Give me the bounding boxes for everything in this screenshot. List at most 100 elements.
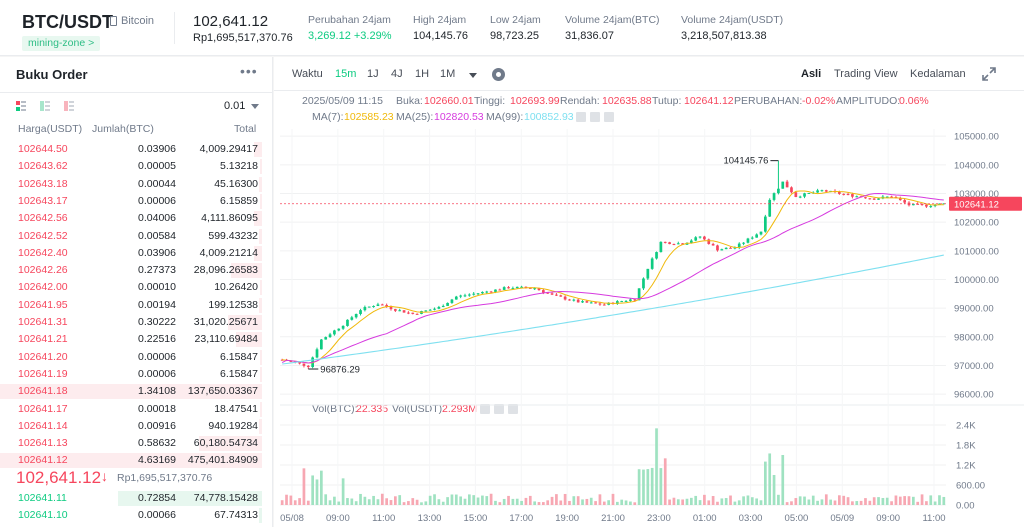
ask-row[interactable]: 102641.95 0.00194 199.12538 [0,297,272,314]
volume-bar [916,501,920,505]
book-mode-bids-icon[interactable] [40,101,50,111]
ask-row[interactable]: 102642.56 0.04006 4,111.86095 [0,210,272,227]
interval-4j[interactable]: 4J [391,68,403,80]
last-price: 102,641.12 [193,13,269,30]
ask-row[interactable]: 102641.18 1.34108 137,650.03367 [0,383,272,400]
volume-bar [707,500,711,505]
time-axis-tick: 15:00 [464,513,488,524]
candle-body [528,287,532,289]
volume-bar [450,494,454,505]
book-mode-asks-icon[interactable] [64,101,74,111]
volume-bar [441,501,445,505]
ask-row[interactable]: 102641.20 0.00006 6.15847 [0,349,272,366]
interval-1m[interactable]: 1M [440,68,456,80]
candle-body [903,200,906,203]
candle-body [546,292,550,294]
stat-value: 104,145.76 [413,30,469,42]
volume-bar [585,498,589,505]
candlestick-chart[interactable]: 2025/05/09 11:15 Buka: 102660.01 Tinggi:… [274,91,1024,527]
volume-bar [559,500,563,505]
ask-row[interactable]: 102643.18 0.00044 45.16300 [0,176,272,193]
candle-body [341,325,345,329]
legend-close: 102641.12 [684,95,734,107]
volume-bar [890,501,893,505]
ask-row[interactable]: 102641.31 0.30222 31,020.25671 [0,314,272,331]
stat-label: Volume 24jam(USDT) [681,14,784,26]
ask-row[interactable]: 102641.21 0.22516 23,110.69484 [0,331,272,348]
volume-bar [346,498,349,505]
volume-bar [576,496,580,505]
pair-title[interactable]: BTC/USDT [22,12,113,32]
mining-zone-tag[interactable]: mining-zone > [22,36,101,51]
depth-bar [117,491,262,506]
stat-volume-usdt: Volume 24jam(USDT) 3,218,507,813.38 [681,14,783,42]
close-icon[interactable] [604,112,614,122]
candle-body [790,187,793,193]
volume-bar [472,495,476,505]
ask-row[interactable]: 102642.00 0.00010 10.26420 [0,279,272,296]
ask-row[interactable]: 102643.17 0.00006 6.15859 [0,193,272,210]
view-trading-view[interactable]: Trading View [834,68,898,80]
candle-body [820,190,824,192]
volume-bar [293,500,297,505]
chevron-down-icon[interactable] [251,104,259,109]
volume-bar [285,494,288,505]
interval-15m[interactable]: 15m [335,68,357,80]
view-asli[interactable]: Asli [801,68,822,80]
settings-icon[interactable] [494,404,504,414]
volume-bar [877,497,880,505]
bid-row[interactable]: 102641.11 0.72854 74,778.15428 [0,490,272,507]
candle-body [633,299,637,301]
legend-change-label: PERUBAHAN: [734,95,802,107]
book-mode-both-icon[interactable] [16,101,26,111]
legend-ma99: 100852.93 [524,111,574,123]
ask-row[interactable]: 102644.50 0.03906 4,009.29417 [0,141,272,158]
volume-bar [341,478,345,505]
mid-price[interactable]: 102,641.12 [16,468,102,487]
ask-row[interactable]: 102641.14 0.00916 940.19284 [0,418,272,435]
view-kedalaman[interactable]: Kedalaman [910,68,966,80]
volume-bar [846,497,850,505]
row-amount: 1.34108 [138,385,176,398]
expand-icon[interactable] [982,67,996,81]
depth-bar [260,401,262,417]
candle-body [764,216,767,232]
candle-body [476,293,480,295]
ask-row[interactable]: 102641.12 4.63169 475,401.84909 [0,452,272,469]
volume-bar [650,467,654,505]
candle-body [446,302,449,306]
volume-bar [920,494,924,505]
row-amount: 0.04006 [138,212,176,225]
candle-body [494,289,497,292]
candle-body [877,198,880,200]
row-amount: 0.27373 [138,264,176,277]
interval-1h[interactable]: 1H [415,68,430,80]
ask-row[interactable]: 102643.62 0.00005 5.13218 [0,158,272,175]
coin-name[interactable]: Bitcoin [121,15,155,27]
eye-icon[interactable] [480,404,490,414]
ask-row[interactable]: 102642.52 0.00584 599.43232 [0,228,272,245]
close-icon[interactable] [508,404,518,414]
more-intervals-chevron-icon[interactable] [469,73,477,78]
candle-body [555,294,558,296]
ask-row[interactable]: 102641.13 0.58632 60,180.54734 [0,435,272,452]
ask-row[interactable]: 102642.40 0.03906 4,009.21214 [0,245,272,262]
volume-bar [524,497,528,505]
volume-bar [594,501,597,505]
ask-row[interactable]: 102642.26 0.27373 28,096.26583 [0,262,272,279]
depth-bar [260,349,262,365]
interval-1j[interactable]: 1J [367,68,379,80]
ask-row[interactable]: 102641.19 0.00006 6.15847 [0,366,272,383]
candle-body [890,196,893,198]
settings-icon[interactable] [590,112,600,122]
volume-bar [507,495,510,505]
more-options-icon[interactable]: ••• [240,63,258,79]
ask-row[interactable]: 102641.17 0.00018 18.47541 [0,401,272,418]
gear-icon[interactable] [492,68,505,81]
bid-row[interactable]: 102641.10 0.00066 67.74313 [0,507,272,524]
eye-icon[interactable] [576,112,586,122]
stat-high-24h: High 24jam 104,145.76 [413,14,468,42]
candle-body [542,290,545,293]
tick-size-select[interactable]: 0.01 [224,100,246,112]
volume-bar [550,496,554,505]
